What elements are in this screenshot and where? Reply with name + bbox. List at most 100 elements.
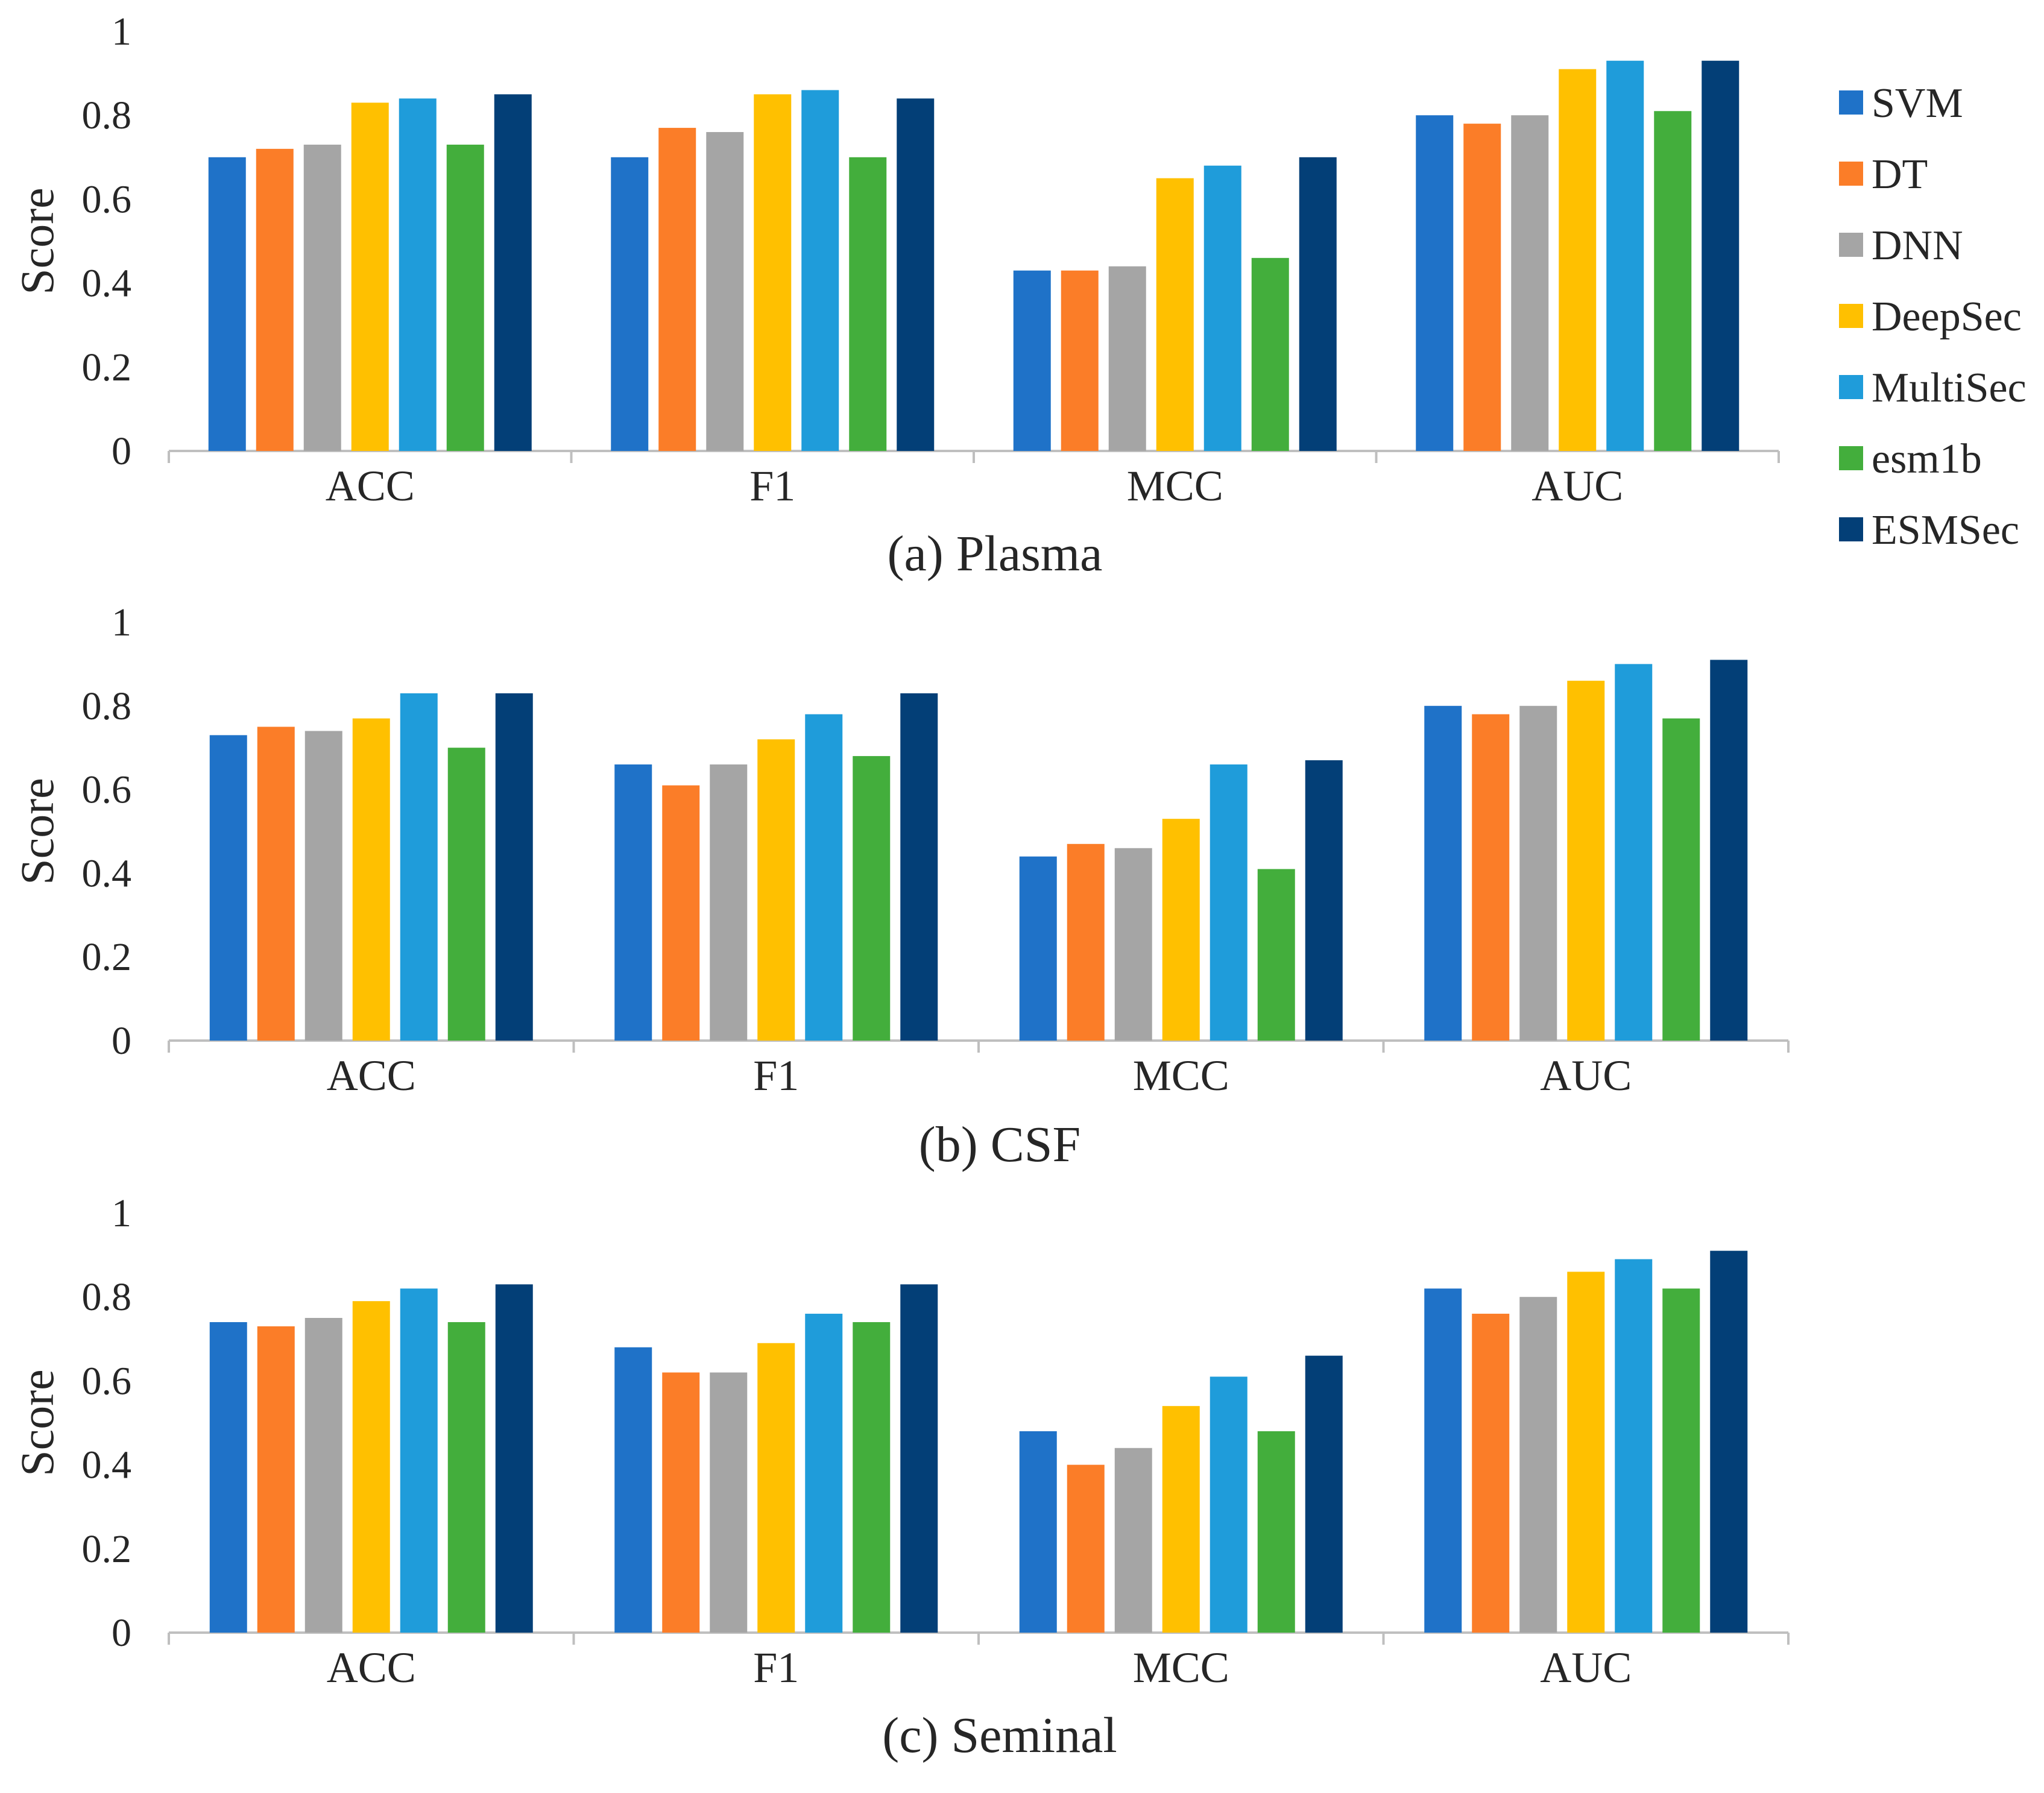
- bar-dnn-mcc: [1114, 1448, 1152, 1633]
- bar-esmsec-acc: [494, 94, 532, 451]
- legend: SVM DT DNN DeepSec MultiSec esm1b ESMSec: [1839, 80, 2027, 553]
- panel-caption: (c) Seminal: [882, 1707, 1117, 1763]
- y-axis-label: Score: [11, 187, 63, 295]
- bar-dt-mcc: [1061, 270, 1099, 451]
- y-tick-label: 0: [112, 1019, 131, 1063]
- y-tick-label: 0.2: [82, 935, 132, 979]
- legend-label-svm: SVM: [1872, 80, 1963, 127]
- y-tick-label: 0.8: [82, 93, 132, 137]
- bar-svm-auc: [1424, 1288, 1462, 1633]
- bar-dnn-acc: [304, 731, 342, 1041]
- bar-multisec-auc: [1615, 1259, 1653, 1633]
- bar-esm1b-mcc: [1251, 257, 1289, 451]
- panel-caption: (a) Plasma: [888, 526, 1103, 582]
- bar-svm-mcc: [1013, 270, 1051, 451]
- bar-esmsec-mcc: [1305, 1355, 1343, 1633]
- category-label: ACC: [327, 1051, 416, 1100]
- bar-dt-auc: [1463, 124, 1501, 451]
- bar-esmsec-f1: [900, 1284, 938, 1633]
- chart-panel-1: 0 0.2 0.4 0.6 0.8 1 Score ACC F1 MCC AUC (b) CSF: [11, 600, 1790, 1173]
- legend-label-multisec: MultiSec: [1872, 365, 2027, 411]
- bar-esm1b-acc: [446, 144, 484, 452]
- bar-deepsec-f1: [754, 94, 792, 451]
- bar-dnn-f1: [710, 764, 748, 1041]
- bar-dnn-auc: [1519, 705, 1557, 1041]
- bar-deepsec-f1: [757, 1343, 795, 1633]
- bar-esm1b-auc: [1662, 718, 1700, 1041]
- bar-multisec-f1: [801, 90, 839, 451]
- chart-panel-2: 0 0.2 0.4 0.6 0.8 1 Score ACC F1 MCC AUC (c) Semina…: [11, 1191, 1790, 1763]
- bar-dnn-mcc: [1114, 848, 1152, 1041]
- legend-swatch-esmsec: [1839, 517, 1863, 541]
- legend-label-deepsec: DeepSec: [1872, 294, 2022, 340]
- bar-svm-acc: [209, 1322, 247, 1633]
- bar-multisec-auc: [1606, 60, 1644, 452]
- legend-label-esmsec: ESMSec: [1872, 507, 2019, 553]
- bar-multisec-f1: [805, 1314, 843, 1633]
- y-axis-label: Score: [11, 778, 63, 885]
- bar-dt-f1: [662, 785, 700, 1041]
- bar-esm1b-mcc: [1257, 1431, 1295, 1633]
- category-label: MCC: [1133, 1051, 1229, 1100]
- legend-swatch-dt: [1839, 162, 1863, 186]
- y-tick-label: 0.4: [82, 262, 132, 306]
- category-label: MCC: [1127, 462, 1223, 510]
- bar-dt-acc: [257, 726, 295, 1041]
- bar-svm-acc: [208, 157, 246, 451]
- legend-label-dnn: DNN: [1872, 222, 1963, 269]
- bar-esmsec-auc: [1702, 60, 1740, 452]
- bar-deepsec-auc: [1559, 69, 1597, 451]
- bar-multisec-acc: [400, 693, 438, 1041]
- bar-esm1b-f1: [853, 756, 891, 1041]
- legend-swatch-multisec: [1839, 375, 1863, 399]
- bar-deepsec-acc: [351, 102, 389, 451]
- bar-dt-acc: [257, 1326, 295, 1633]
- y-tick-label: 1: [112, 600, 131, 644]
- bar-svm-acc: [209, 735, 247, 1041]
- bar-deepsec-mcc: [1162, 819, 1200, 1041]
- legend-swatch-esm1b: [1839, 446, 1863, 470]
- category-label: ACC: [327, 1643, 416, 1692]
- bar-multisec-f1: [805, 714, 843, 1041]
- bar-dnn-f1: [706, 132, 744, 452]
- bar-multisec-mcc: [1210, 1376, 1248, 1633]
- y-tick-label: 0.2: [82, 345, 132, 389]
- bar-dnn-auc: [1519, 1297, 1557, 1633]
- bar-esmsec-auc: [1710, 1250, 1748, 1633]
- bar-dnn-auc: [1511, 115, 1549, 451]
- bar-dt-mcc: [1067, 1464, 1105, 1633]
- bar-esmsec-mcc: [1299, 157, 1337, 451]
- legend-swatch-svm: [1839, 90, 1863, 115]
- bar-esm1b-auc: [1662, 1288, 1700, 1633]
- bar-esm1b-mcc: [1257, 869, 1295, 1041]
- y-axis-label: Score: [11, 1369, 63, 1476]
- y-tick-label: 0.6: [82, 1359, 132, 1403]
- bar-deepsec-acc: [352, 1301, 390, 1633]
- bar-multisec-mcc: [1210, 764, 1248, 1041]
- bar-multisec-acc: [400, 1288, 438, 1633]
- bar-deepsec-acc: [352, 718, 390, 1041]
- bar-dt-auc: [1472, 1314, 1510, 1633]
- category-label: AUC: [1531, 462, 1623, 510]
- bar-esmsec-f1: [897, 98, 935, 452]
- bar-esm1b-auc: [1654, 111, 1692, 452]
- y-tick-label: 0.6: [82, 177, 132, 221]
- chart-panels: 0 0.2 0.4 0.6 0.8 1 Score ACC F1 MCC AUC (a) Plasma…: [11, 10, 1790, 1763]
- bar-esmsec-acc: [495, 1284, 533, 1633]
- category-label: AUC: [1540, 1051, 1632, 1100]
- bar-deepsec-mcc: [1162, 1406, 1200, 1633]
- bar-svm-mcc: [1019, 1431, 1057, 1633]
- bar-esm1b-f1: [853, 1322, 891, 1633]
- category-label: F1: [753, 1051, 799, 1100]
- bar-esm1b-acc: [447, 1322, 485, 1633]
- legend-label-esm1b: esm1b: [1872, 436, 1982, 482]
- bar-dt-f1: [658, 128, 696, 451]
- bar-dt-acc: [256, 148, 294, 451]
- bar-dnn-acc: [304, 1318, 342, 1633]
- bar-esmsec-auc: [1710, 660, 1748, 1041]
- bar-svm-f1: [614, 764, 652, 1041]
- legend-swatch-deepsec: [1839, 304, 1863, 328]
- y-tick-label: 1: [112, 1191, 131, 1235]
- bar-deepsec-f1: [757, 739, 795, 1041]
